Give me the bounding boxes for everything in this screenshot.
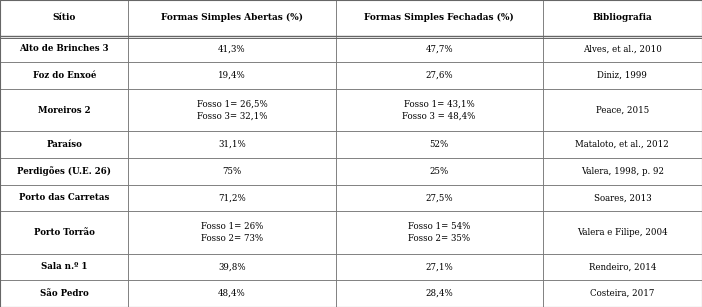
Bar	[543, 36, 702, 62]
Bar	[336, 211, 543, 254]
Text: 75%: 75%	[223, 167, 241, 176]
Bar	[336, 158, 543, 185]
Bar	[128, 131, 336, 158]
Bar	[128, 211, 336, 254]
Text: Soares, 2013: Soares, 2013	[593, 193, 651, 203]
Text: Bibliografia: Bibliografia	[592, 13, 652, 22]
Bar	[543, 0, 702, 36]
Bar	[0, 131, 128, 158]
Text: 39,8%: 39,8%	[218, 262, 246, 271]
Bar	[543, 211, 702, 254]
Text: Porto Torrão: Porto Torrão	[34, 228, 95, 237]
Bar	[0, 62, 128, 89]
Bar	[0, 158, 128, 185]
Text: Diniz, 1999: Diniz, 1999	[597, 71, 647, 80]
Bar	[543, 254, 702, 280]
Text: Costeira, 2017: Costeira, 2017	[590, 289, 654, 298]
Text: Fosso 1= 54%
Fosso 2= 35%: Fosso 1= 54% Fosso 2= 35%	[408, 222, 470, 243]
Bar	[336, 36, 543, 62]
Bar	[543, 185, 702, 211]
Bar	[0, 280, 128, 307]
Bar	[128, 62, 336, 89]
Text: Rendeiro, 2014: Rendeiro, 2014	[589, 262, 656, 271]
Text: 19,4%: 19,4%	[218, 71, 246, 80]
Text: Formas Simples Abertas (%): Formas Simples Abertas (%)	[161, 13, 303, 22]
Text: Paraíso: Paraíso	[46, 140, 82, 149]
Bar	[0, 36, 128, 62]
Bar	[128, 185, 336, 211]
Text: 25%: 25%	[430, 167, 449, 176]
Text: 27,6%: 27,6%	[425, 71, 453, 80]
Bar	[543, 62, 702, 89]
Text: 27,5%: 27,5%	[425, 193, 453, 203]
Bar	[543, 280, 702, 307]
Bar	[0, 211, 128, 254]
Text: 27,1%: 27,1%	[425, 262, 453, 271]
Bar	[336, 254, 543, 280]
Text: 28,4%: 28,4%	[425, 289, 453, 298]
Bar	[543, 89, 702, 131]
Text: 52%: 52%	[430, 140, 449, 149]
Text: Moreiros 2: Moreiros 2	[38, 106, 91, 115]
Text: Porto das Carretas: Porto das Carretas	[19, 193, 110, 203]
Text: 71,2%: 71,2%	[218, 193, 246, 203]
Text: Peace, 2015: Peace, 2015	[596, 106, 649, 115]
Text: 31,1%: 31,1%	[218, 140, 246, 149]
Bar	[336, 185, 543, 211]
Text: Mataloto, et al., 2012: Mataloto, et al., 2012	[576, 140, 669, 149]
Bar	[128, 89, 336, 131]
Text: Valera e Filipe, 2004: Valera e Filipe, 2004	[577, 228, 668, 237]
Text: Fosso 1= 26%
Fosso 2= 73%: Fosso 1= 26% Fosso 2= 73%	[201, 222, 263, 243]
Text: Valera, 1998, p. 92: Valera, 1998, p. 92	[581, 167, 664, 176]
Text: Fosso 1= 43,1%
Fosso 3 = 48,4%: Fosso 1= 43,1% Fosso 3 = 48,4%	[402, 99, 476, 121]
Bar	[0, 0, 128, 36]
Bar	[336, 280, 543, 307]
Bar	[0, 185, 128, 211]
Text: 47,7%: 47,7%	[425, 45, 453, 53]
Bar	[336, 62, 543, 89]
Text: Foz do Enxoé: Foz do Enxoé	[32, 71, 96, 80]
Text: 41,3%: 41,3%	[218, 45, 246, 53]
Text: Sala n.º 1: Sala n.º 1	[41, 262, 88, 271]
Bar	[336, 89, 543, 131]
Text: Formas Simples Fechadas (%): Formas Simples Fechadas (%)	[364, 13, 514, 22]
Bar	[0, 89, 128, 131]
Bar	[128, 280, 336, 307]
Bar	[128, 36, 336, 62]
Bar	[128, 0, 336, 36]
Bar	[128, 158, 336, 185]
Bar	[543, 131, 702, 158]
Text: São Pedro: São Pedro	[40, 289, 88, 298]
Bar	[336, 131, 543, 158]
Bar	[128, 254, 336, 280]
Text: Sítio: Sítio	[53, 13, 76, 22]
Text: Perdigões (U.E. 26): Perdigões (U.E. 26)	[18, 166, 111, 176]
Bar	[336, 0, 543, 36]
Text: Alves, et al., 2010: Alves, et al., 2010	[583, 45, 662, 53]
Text: Fosso 1= 26,5%
Fosso 3= 32,1%: Fosso 1= 26,5% Fosso 3= 32,1%	[197, 99, 267, 121]
Text: 48,4%: 48,4%	[218, 289, 246, 298]
Bar	[0, 254, 128, 280]
Text: Alto de Brinches 3: Alto de Brinches 3	[20, 45, 109, 53]
Bar	[543, 158, 702, 185]
